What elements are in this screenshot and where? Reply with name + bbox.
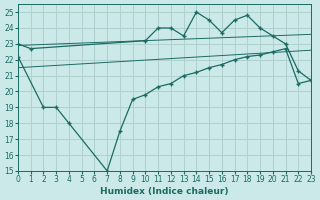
X-axis label: Humidex (Indice chaleur): Humidex (Indice chaleur) (100, 187, 229, 196)
